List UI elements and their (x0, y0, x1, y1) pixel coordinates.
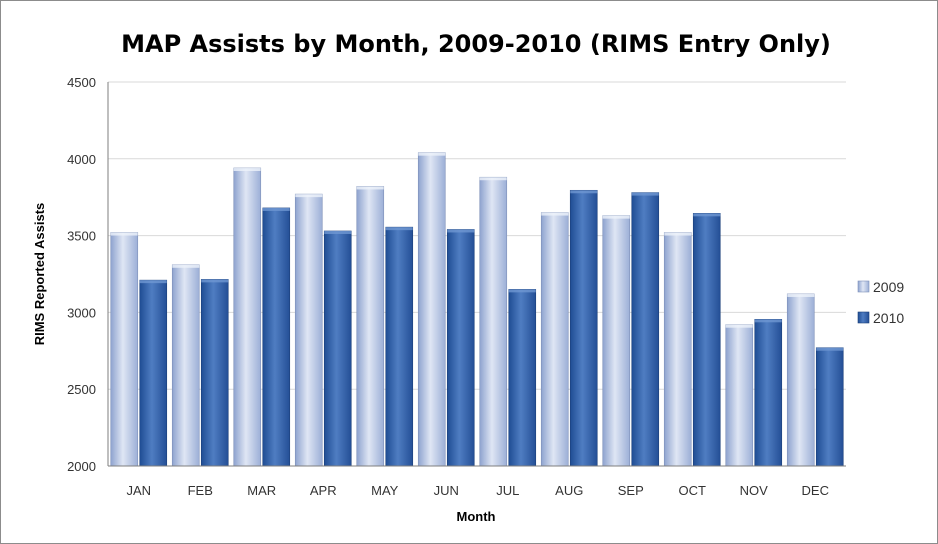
bar-2010-apr (323, 230, 352, 467)
bar-cap (418, 152, 446, 156)
bar-2009-dec (786, 293, 815, 467)
bar-cap (262, 207, 290, 211)
bar-cap (385, 227, 413, 231)
bars (110, 152, 844, 467)
bar-2009-sep (602, 215, 631, 467)
grid-lines (108, 81, 846, 390)
x-tick-label: SEP (618, 483, 644, 498)
bar-2010-aug (569, 189, 598, 467)
bar-2009-nov (725, 324, 754, 467)
bar-2009-jan (110, 232, 139, 467)
bar-cap (324, 230, 352, 234)
x-tick-label: FEB (188, 483, 213, 498)
bar-cap (172, 264, 200, 268)
legend-swatch-2010 (857, 311, 870, 324)
x-axis-ticks: JAN FEB MAR APR MAY JUN JUL AUG SEP OCT NOV DEC (126, 483, 829, 498)
bar-2010-may (385, 226, 414, 467)
bar-2010-jan (139, 279, 168, 467)
bar-cap (725, 324, 753, 328)
y-axis-title: RIMS Reported Assists (32, 203, 47, 346)
bar-cap (570, 190, 598, 194)
x-tick-label: NOV (740, 483, 769, 498)
bar-2010-dec (815, 347, 844, 467)
x-tick-label: AUG (555, 483, 583, 498)
bar-cap (787, 293, 815, 297)
x-tick-label: MAR (247, 483, 276, 498)
y-axis-ticks: 2000 2500 3000 3500 4000 4500 (67, 75, 96, 474)
bar-cap (631, 192, 659, 196)
bar-cap (602, 215, 630, 219)
bar-cap (816, 347, 844, 351)
x-axis-title: Month (457, 509, 496, 524)
y-tick-label: 3500 (67, 229, 96, 244)
bar-2010-jun (446, 229, 475, 467)
bar-2010-sep (631, 192, 660, 467)
bar-2009-apr (294, 193, 323, 467)
bar-cap (664, 232, 692, 236)
bar-2010-oct (692, 213, 721, 467)
bar-2009-jul (479, 176, 508, 467)
x-tick-label: MAY (371, 483, 399, 498)
bar-2009-may (356, 186, 385, 467)
x-tick-label: JUL (496, 483, 519, 498)
y-tick-label: 2500 (67, 382, 96, 397)
x-tick-label: JAN (126, 483, 151, 498)
legend: 2009 2010 (857, 279, 904, 326)
bar-2010-nov (754, 319, 783, 467)
bar-2010-mar (262, 207, 291, 467)
y-tick-label: 4000 (67, 152, 96, 167)
x-tick-label: DEC (802, 483, 829, 498)
x-tick-label: OCT (679, 483, 707, 498)
bar-cap (447, 229, 475, 233)
bar-2010-jul (508, 289, 537, 467)
bar-cap (356, 186, 384, 190)
bar-cap (754, 319, 782, 323)
y-tick-label: 3000 (67, 305, 96, 320)
bar-cap (139, 280, 167, 284)
y-tick-label: 4500 (67, 75, 96, 90)
bar-2009-jun (417, 152, 446, 467)
y-tick-label: 2000 (67, 459, 96, 474)
bar-2009-aug (540, 212, 569, 467)
bar-2009-mar (233, 167, 262, 467)
bar-cap (693, 213, 721, 217)
bar-cap (233, 168, 261, 172)
bar-cap (541, 212, 569, 216)
chart-title: MAP Assists by Month, 2009-2010 (RIMS En… (121, 30, 831, 58)
bar-cap (295, 194, 323, 198)
bar-cap (110, 232, 138, 236)
x-tick-label: APR (310, 483, 337, 498)
legend-swatch-2009 (857, 280, 870, 293)
bar-cap (508, 289, 536, 293)
bar-2009-feb (171, 264, 200, 467)
bar-cap (201, 279, 229, 283)
x-tick-label: JUN (434, 483, 459, 498)
bar-cap (479, 177, 507, 181)
bar-2010-feb (200, 279, 229, 467)
legend-label-2010: 2010 (873, 310, 904, 326)
legend-label-2009: 2009 (873, 279, 904, 295)
bar-2009-oct (663, 232, 692, 467)
